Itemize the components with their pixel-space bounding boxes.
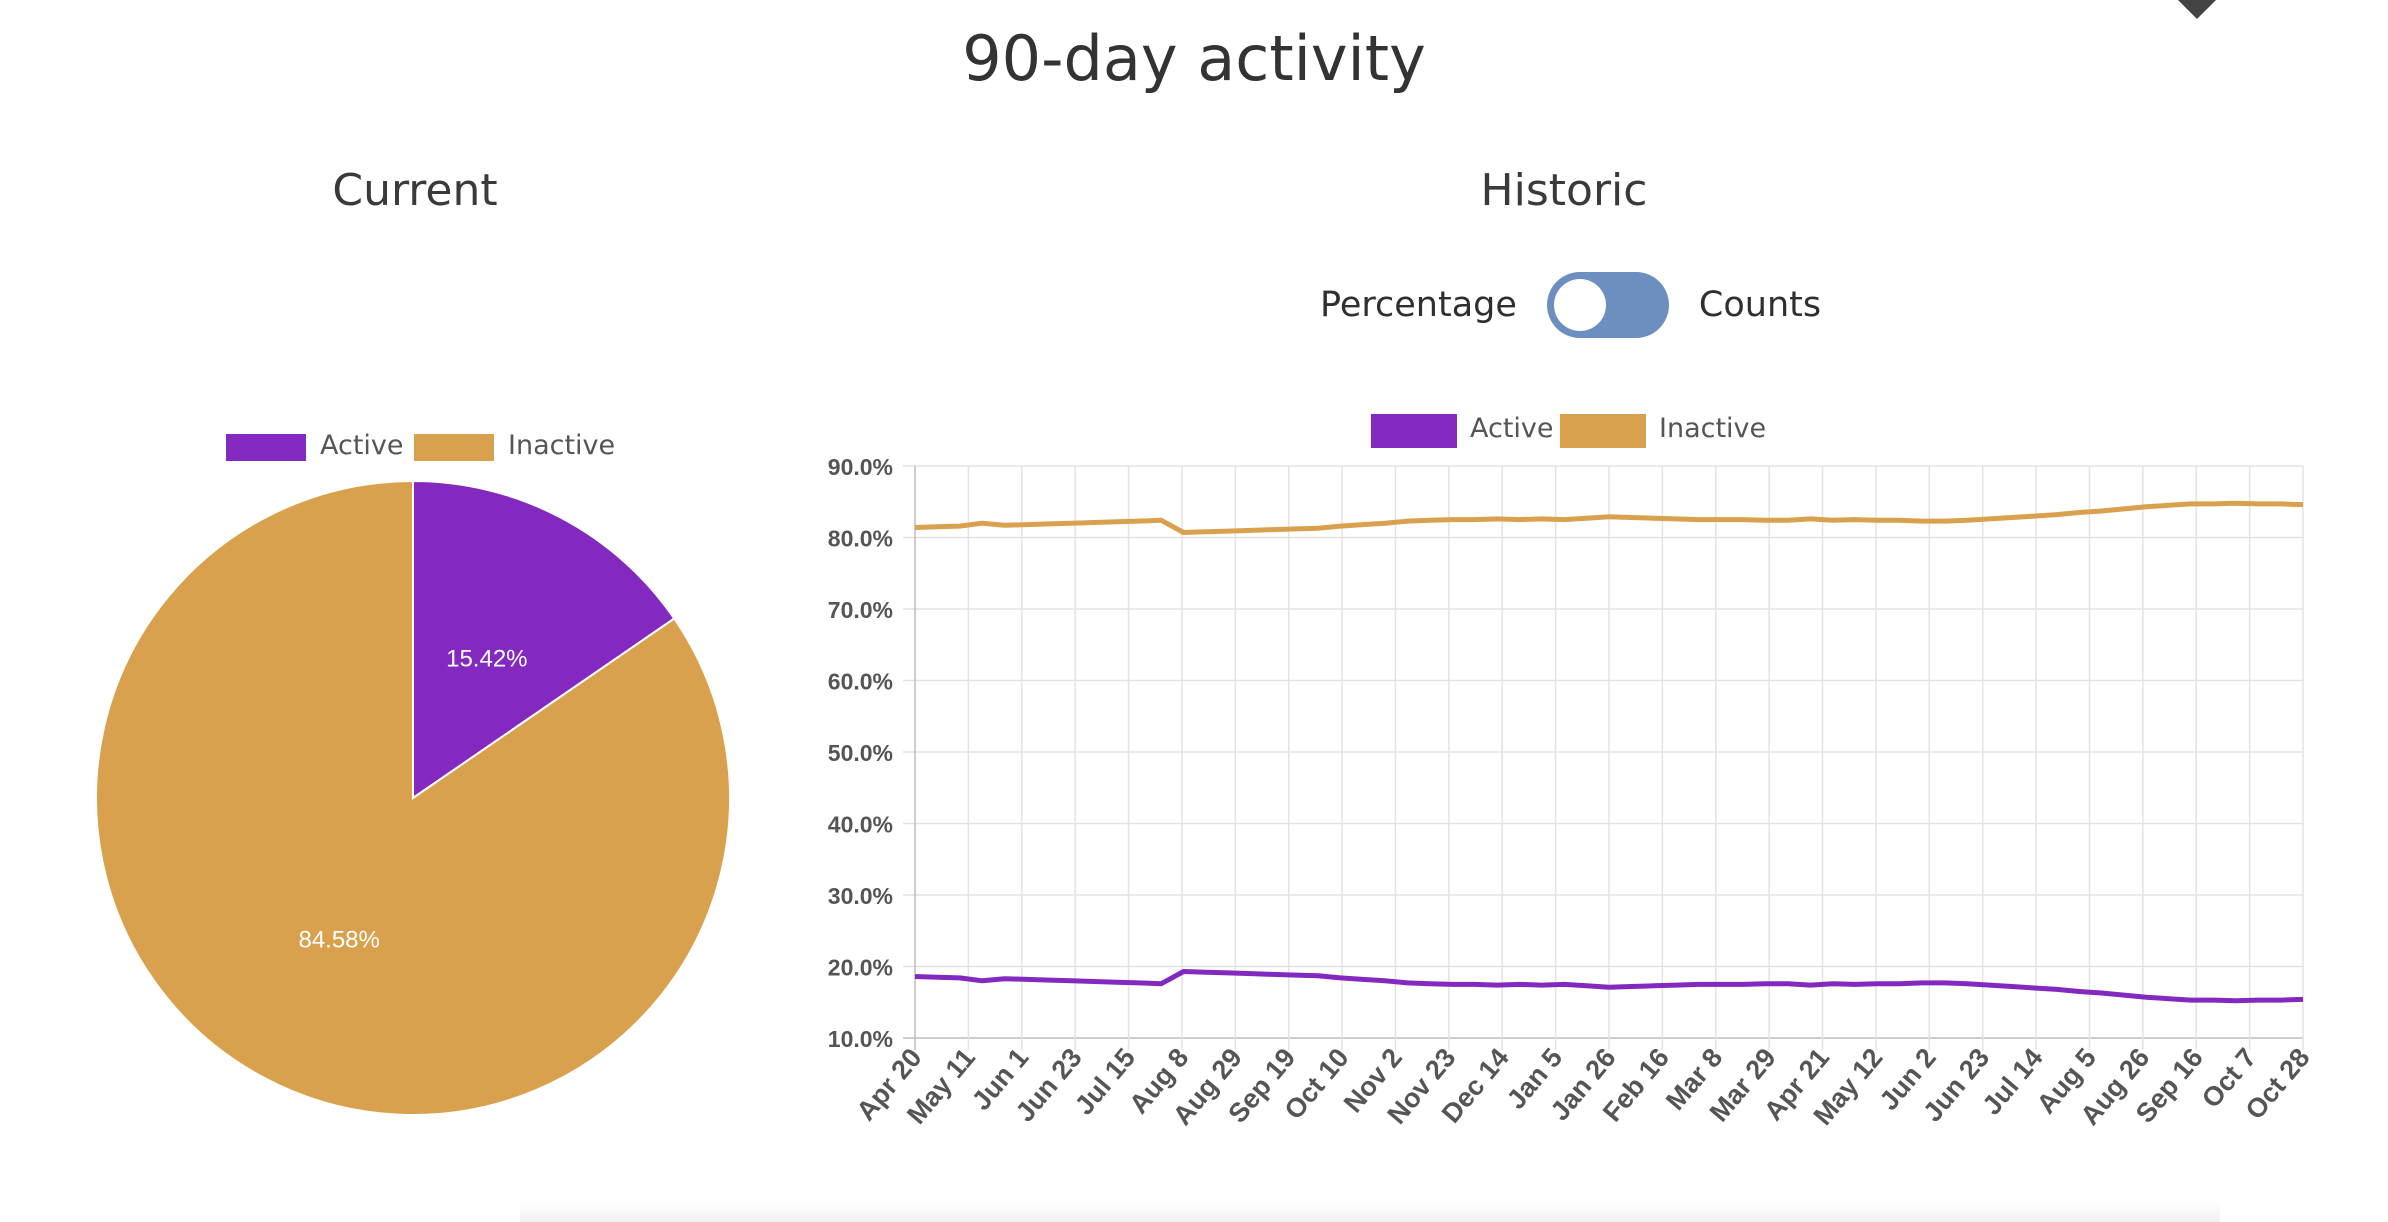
pie-label-inactive: 84.58% bbox=[298, 926, 379, 953]
legend-swatch-inactive bbox=[1560, 414, 1646, 448]
y-tick-label: 40.0% bbox=[828, 812, 893, 838]
legend-label-inactive: Inactive bbox=[508, 430, 615, 461]
y-tick-label: 80.0% bbox=[828, 526, 893, 552]
legend-label-active: Active bbox=[320, 430, 404, 461]
series-line-active bbox=[914, 969, 2304, 1004]
toggle-label-percentage: Percentage bbox=[1320, 285, 1517, 325]
legend-swatch-active bbox=[1371, 414, 1457, 448]
pie-label-active: 15.42% bbox=[446, 646, 527, 673]
legend-label-inactive: Inactive bbox=[1659, 413, 1766, 444]
y-tick-label: 90.0% bbox=[828, 454, 893, 480]
percentage-counts-toggle[interactable] bbox=[1546, 272, 1669, 338]
y-tick-label: 50.0% bbox=[828, 740, 893, 766]
y-tick-label: 70.0% bbox=[828, 597, 893, 623]
legend-swatch-inactive bbox=[414, 434, 494, 461]
y-tick-label: 20.0% bbox=[828, 955, 893, 981]
series-line-inactive bbox=[914, 500, 2304, 535]
pie-slice-inactive bbox=[95, 479, 731, 1116]
toggle-label-counts: Counts bbox=[1698, 285, 1822, 325]
y-tick-label: 60.0% bbox=[828, 669, 893, 695]
historic-title: Historic bbox=[1480, 165, 1648, 216]
legend-label-active: Active bbox=[1470, 413, 1554, 444]
toggle-knob[interactable] bbox=[1553, 279, 1606, 331]
current-title: Current bbox=[332, 165, 498, 216]
x-tick-label: Jul 15 bbox=[1069, 1043, 1141, 1121]
y-tick-label: 30.0% bbox=[828, 883, 893, 909]
y-tick-label: 10.0% bbox=[828, 1026, 893, 1052]
mode-toggle-row: Percentage Counts bbox=[1320, 270, 1821, 340]
x-tick-label: Jul 14 bbox=[1976, 1043, 2048, 1121]
legend-swatch-active bbox=[226, 434, 306, 461]
pie-slice-active bbox=[412, 479, 676, 800]
page-title: 90-day activity bbox=[962, 22, 1426, 95]
bottom-edge-shade bbox=[520, 1200, 2220, 1222]
